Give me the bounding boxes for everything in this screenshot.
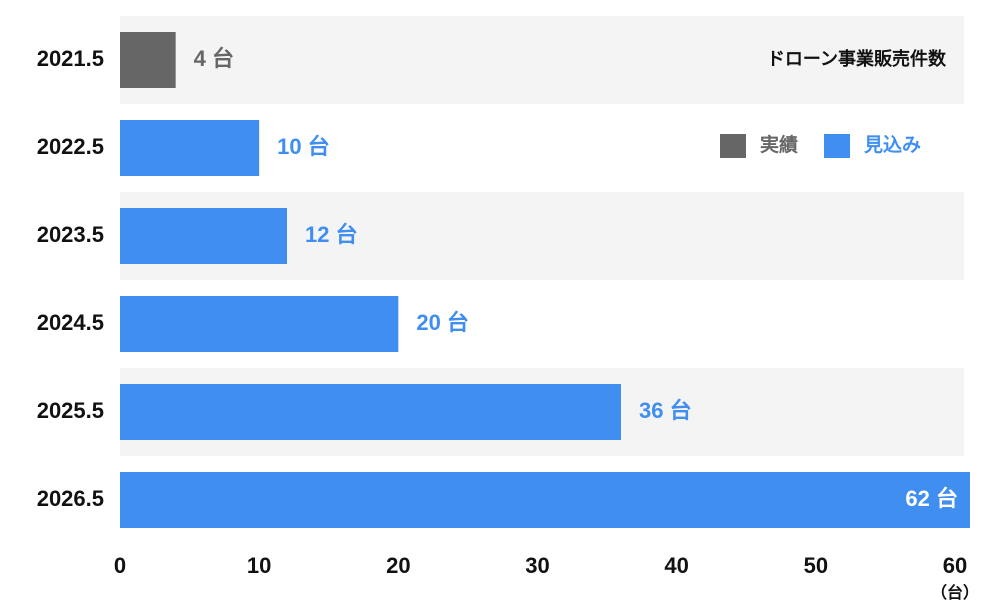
value-label: 20 台 bbox=[416, 310, 469, 335]
x-tick-label: 30 bbox=[525, 553, 549, 578]
value-label: 10 台 bbox=[277, 134, 330, 159]
y-tick-label: 2024.5 bbox=[37, 310, 104, 335]
x-tick-label: 60 bbox=[943, 553, 967, 578]
value-label: 62 台 bbox=[905, 486, 958, 511]
x-tick-label: 20 bbox=[386, 553, 410, 578]
bar bbox=[120, 296, 399, 352]
legend-label: 見込み bbox=[864, 134, 921, 156]
value-label: 36 台 bbox=[639, 398, 692, 423]
x-tick-label: 10 bbox=[247, 553, 271, 578]
row-band bbox=[120, 16, 964, 104]
x-tick-label: 0 bbox=[114, 553, 126, 578]
value-label: 12 台 bbox=[305, 222, 358, 247]
legend-swatch bbox=[824, 134, 851, 158]
bar bbox=[120, 472, 970, 528]
legend-label: 実績 bbox=[760, 133, 798, 156]
y-tick-label: 2021.5 bbox=[37, 46, 104, 71]
y-tick-label: 2023.5 bbox=[37, 222, 104, 247]
value-label: 4 台 bbox=[194, 46, 234, 71]
legend-swatch bbox=[720, 134, 746, 158]
bar bbox=[120, 208, 287, 264]
x-tick-label: 40 bbox=[664, 553, 688, 578]
y-tick-label: 2025.5 bbox=[37, 398, 104, 423]
x-axis-label: （台） bbox=[931, 583, 979, 602]
bar bbox=[120, 32, 176, 88]
chart-title: ドローン事業販売件数 bbox=[767, 48, 947, 69]
row-band bbox=[120, 104, 964, 192]
y-tick-label: 2022.5 bbox=[37, 134, 104, 159]
bar bbox=[120, 120, 260, 176]
x-tick-label: 50 bbox=[804, 553, 828, 578]
y-tick-label: 2026.5 bbox=[37, 486, 104, 511]
bar bbox=[120, 384, 621, 440]
